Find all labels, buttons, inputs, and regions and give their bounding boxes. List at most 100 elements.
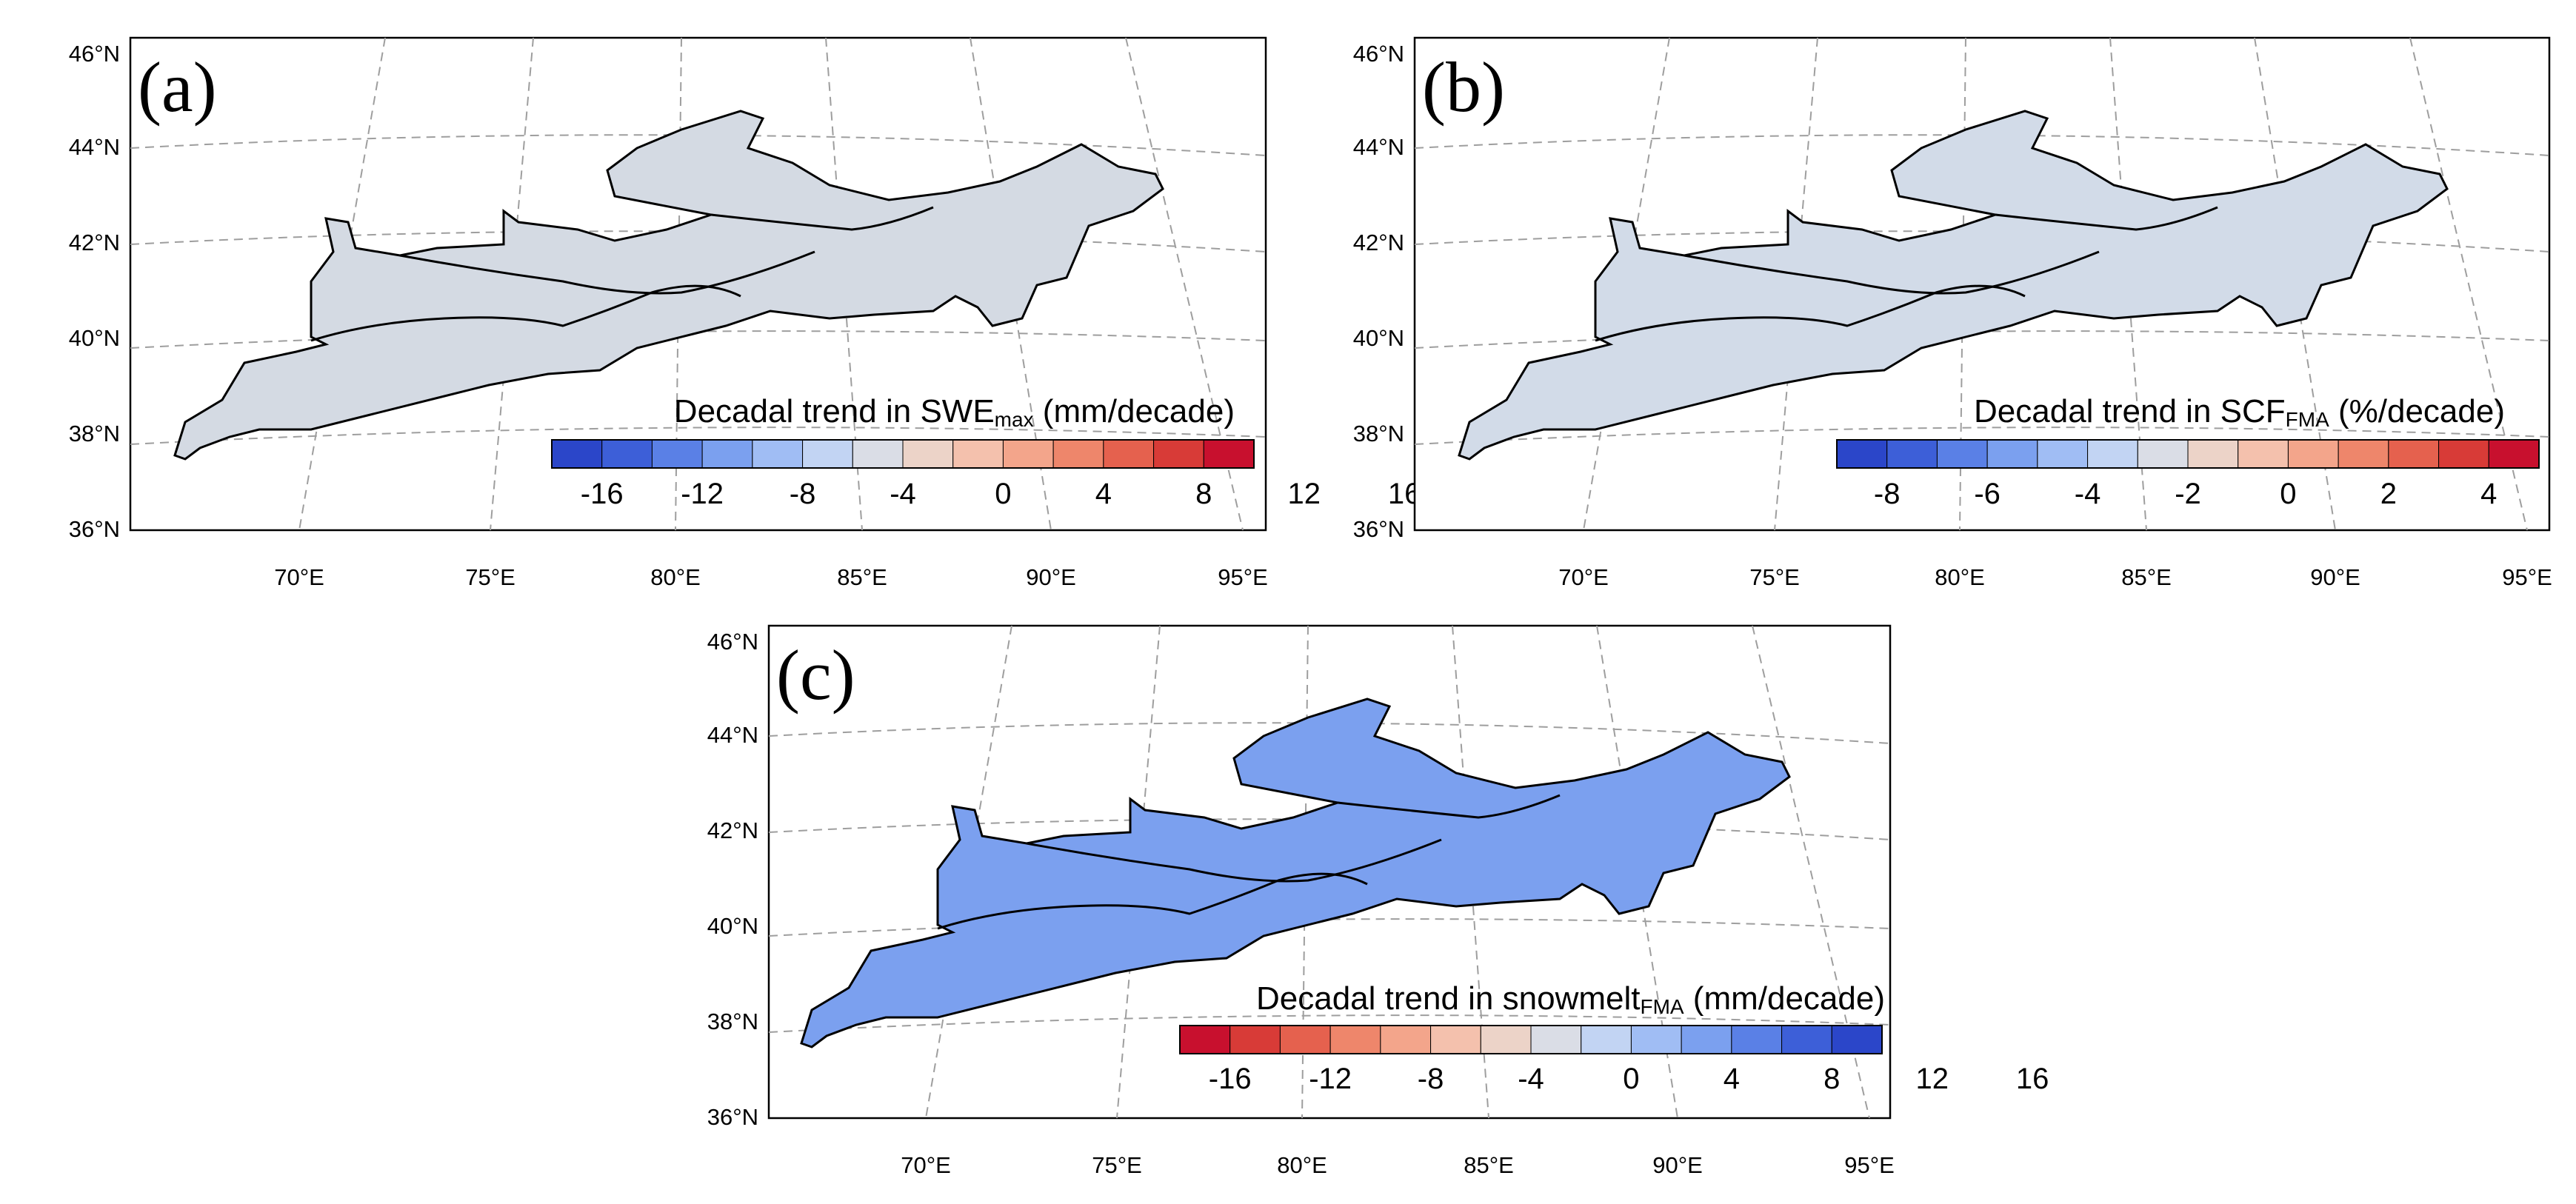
colorbar-swatch-b-1: [1886, 439, 1938, 469]
cb-tick-a-0: -16: [581, 478, 624, 510]
colorbar-swatch-b-0: [1836, 439, 1888, 469]
colorbar-swatch-a-1: [601, 439, 653, 469]
lat-label-42n-a: 42°N: [69, 230, 120, 255]
colorbar-swatch-a-2: [651, 439, 703, 469]
panel-label-a: (a): [138, 47, 217, 127]
meridian-75e-c: [1116, 626, 1161, 1118]
parallel-38n-a: [130, 427, 1266, 445]
colorbar-swatch-a-0: [551, 439, 603, 469]
lon-label-70e-a: 70°E: [274, 564, 324, 590]
meridian-75e-b: [1774, 38, 1818, 530]
lon-label-80e-b: 80°E: [1935, 564, 1985, 590]
colorbar-swatch-a-7: [902, 439, 954, 469]
basin-boundary-a1: [310, 284, 741, 342]
lon-label-85e-b: 85°E: [2121, 564, 2172, 590]
parallel-38n-c: [769, 1014, 1890, 1033]
colorbar-swatch-a-9: [1002, 439, 1054, 469]
snow-region-shape-c: [800, 698, 1791, 1049]
cb-tick-a-6: 8: [1195, 478, 1212, 510]
cb-tick-b-2: -4: [2075, 478, 2101, 510]
colorbar-swatch-b-13: [2488, 439, 2540, 469]
colorbar-swatch-b-2: [1936, 439, 1988, 469]
colorbar-swatch-a-8: [952, 439, 1004, 469]
colorbar-swatch-a-5: [802, 439, 853, 469]
colorbar-swatch-c-8: [1581, 1025, 1632, 1054]
colorbar-c: Decadal trend in snowmeltFMA (mm/decade)…: [1179, 980, 2049, 1095]
colorbar-tick-labels-b: -8 -6 -4 -2 0 2 4 6 8: [1874, 478, 2497, 510]
parallel-42n-c: [769, 818, 1890, 840]
colorbar-outline-b: [1836, 439, 2540, 469]
colorbar-swatch-c-6: [1480, 1025, 1532, 1054]
panel-c: (c) 46°N 44°N 42°N 40°N 38°N 36°N 70°E 7…: [707, 624, 2049, 1178]
lon-label-85e-c: 85°E: [1464, 1152, 1514, 1178]
lat-label-38n-c: 38°N: [707, 1009, 758, 1034]
colorbar-title-a: Decadal trend in SWEmax (mm/decade): [674, 393, 1235, 431]
cb-tick-c-5: 4: [1724, 1063, 1740, 1095]
panel-a: (a) 46°N 44°N 42°N 40°N 38°N 36°N 70°E 7…: [69, 36, 1421, 590]
colorbar-swatch-b-8: [2238, 439, 2289, 469]
lat-label-46n-b: 46°N: [1353, 41, 1404, 67]
lat-label-44n-b: 44°N: [1353, 134, 1404, 160]
lat-label-40n-a: 40°N: [69, 325, 120, 351]
panel-b: (b) 46°N 44°N 42°N 40°N 38°N 36°N 70°E 7…: [1353, 36, 2552, 590]
meridian-75e-a: [490, 38, 534, 530]
meridian-85e-a: [825, 38, 863, 530]
colorbar-swatch-c-2: [1279, 1025, 1331, 1054]
lon-label-75e-a: 75°E: [465, 564, 515, 590]
colorbar-swatch-c-11: [1731, 1025, 1783, 1054]
colorbar-swatch-c-1: [1229, 1025, 1281, 1054]
panel-label-b: (b): [1422, 47, 1505, 127]
colorbar-swatch-a-11: [1103, 439, 1155, 469]
cb-tick-c-7: 12: [1915, 1063, 1949, 1095]
colorbar-swatch-b-10: [2338, 439, 2389, 469]
meridian-80e-b: [1959, 38, 1966, 530]
cb-tick-a-2: -8: [790, 478, 816, 510]
basin-boundary-b2: [1684, 250, 2100, 295]
colorbar-swatch-c-0: [1179, 1025, 1231, 1054]
meridian-70e-c: [925, 626, 1012, 1118]
colorbar-swatch-a-3: [701, 439, 753, 469]
cb-tick-b-0: -8: [1874, 478, 1901, 510]
colorbar-swatch-c-7: [1530, 1025, 1582, 1054]
colorbar-title-c: Decadal trend in snowmeltFMA (mm/decade): [1256, 980, 1885, 1018]
colorbar-swatch-a-6: [852, 439, 904, 469]
colorbar-swatch-c-4: [1380, 1025, 1432, 1054]
lat-label-36n-c: 36°N: [707, 1104, 758, 1130]
meridian-80e-a: [675, 38, 682, 530]
colorbar-swatch-a-13: [1203, 439, 1255, 469]
meridian-85e-c: [1452, 626, 1489, 1118]
basin-boundary-c3: [1337, 794, 1561, 819]
basin-boundary-a3: [710, 206, 934, 231]
cb-tick-b-4: 0: [2280, 478, 2296, 510]
colorbar-swatch-c-5: [1430, 1025, 1481, 1054]
lat-label-44n-a: 44°N: [69, 134, 120, 160]
cb-tick-c-8: 16: [2016, 1063, 2049, 1095]
lat-label-42n-b: 42°N: [1353, 230, 1404, 255]
colorbar-swatch-c-10: [1681, 1025, 1732, 1054]
lat-label-36n-b: 36°N: [1353, 516, 1404, 542]
colorbar-tick-labels-c: -16 -12 -8 -4 0 4 8 12 16: [1209, 1063, 2049, 1095]
colorbar-swatch-a-12: [1153, 439, 1204, 469]
meridian-80e-c: [1301, 626, 1309, 1118]
lon-label-95e-c: 95°E: [1844, 1152, 1895, 1178]
colorbar-tick-labels-a: -16 -12 -8 -4 0 4 8 12 16: [581, 478, 1421, 510]
meridian-70e-b: [1583, 38, 1670, 530]
lon-label-70e-c: 70°E: [901, 1152, 951, 1178]
cb-tick-b-1: -6: [1974, 478, 2001, 510]
snow-region-shape-a: [173, 110, 1164, 461]
cb-tick-c-3: -4: [1518, 1063, 1544, 1095]
lon-label-80e-a: 80°E: [650, 564, 701, 590]
lon-label-70e-b: 70°E: [1558, 564, 1609, 590]
parallel-44n-c: [769, 722, 1890, 744]
colorbar-b: Decadal trend in SCFFMA (%/decade) -8 -6…: [1836, 393, 2540, 510]
cb-tick-b-6: 4: [2480, 478, 2497, 510]
cb-tick-a-1: -12: [681, 478, 724, 510]
lon-label-95e-a: 95°E: [1218, 564, 1268, 590]
colorbar-swatch-b-6: [2137, 439, 2189, 469]
colorbar-swatch-c-13: [1831, 1025, 1883, 1054]
snow-region-shape-b: [1458, 110, 2449, 461]
basin-boundary-b1: [1595, 284, 2026, 342]
lon-label-90e-a: 90°E: [1026, 564, 1076, 590]
colorbar-swatch-a-4: [752, 439, 804, 469]
cb-tick-b-3: -2: [2175, 478, 2201, 510]
